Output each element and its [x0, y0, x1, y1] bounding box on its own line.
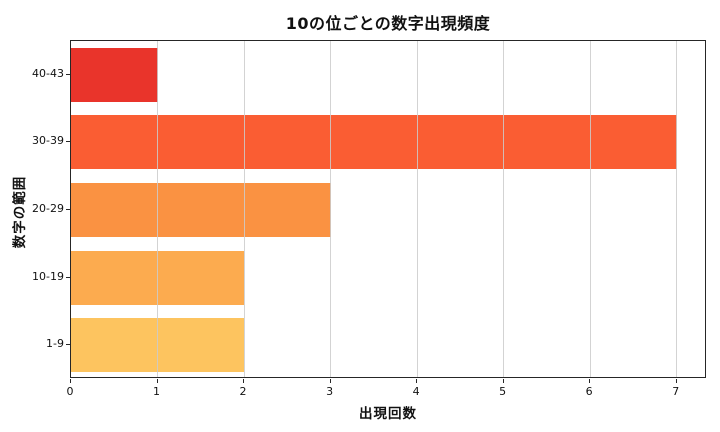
x-axis-label: 出現回数: [359, 406, 417, 422]
y-tick-label-10-19: 10-19: [32, 269, 64, 283]
gridline-x-4: [416, 41, 418, 377]
x-tick-mark-0: [70, 379, 71, 383]
gridline-x-2: [243, 41, 245, 377]
gridline-x-6: [589, 41, 591, 377]
y-tick-label-1-9: 1-9: [46, 337, 64, 351]
y-tick-mark-40-43: [66, 73, 70, 75]
y-tick-mark-30-39: [66, 141, 70, 143]
x-tick-label-6: 6: [585, 385, 593, 398]
gridline-x-1: [157, 41, 159, 377]
x-tick-label-1: 1: [153, 385, 161, 398]
x-tick-label-3: 3: [326, 385, 334, 398]
y-tick-mark-1-9: [66, 344, 70, 346]
x-tick-mark-5: [502, 379, 504, 383]
x-tick-mark-7: [675, 379, 677, 383]
gridline-x-3: [330, 41, 332, 377]
plot-area: [70, 40, 706, 378]
x-tick-mark-6: [589, 379, 591, 383]
y-tick-label-30-39: 30-39: [32, 134, 64, 148]
x-tick-label-0: 0: [66, 385, 74, 398]
x-tick-mark-2: [243, 379, 245, 383]
y-tick-label-40-43: 40-43: [32, 66, 64, 80]
x-tick-label-5: 5: [499, 385, 507, 398]
y-tick-mark-20-29: [66, 209, 70, 210]
bar-20-29: [71, 182, 331, 238]
chart-title: 10の位ごとの数字出現頻度: [285, 14, 491, 33]
x-tick-mark-1: [156, 379, 158, 383]
bar-40-43: [71, 47, 158, 102]
gridline-x-7: [676, 41, 678, 377]
x-tick-mark-3: [329, 379, 331, 383]
x-tick-mark-4: [416, 379, 418, 383]
y-tick-mark-10-19: [66, 276, 70, 278]
x-tick-label-2: 2: [239, 385, 247, 398]
y-tick-label-20-29: 20-29: [32, 202, 64, 215]
y-axis-label: 数字の範囲: [12, 175, 28, 249]
x-tick-label-4: 4: [412, 385, 420, 398]
bar-30-39: [71, 115, 677, 170]
x-tick-label-7: 7: [672, 385, 680, 398]
gridline-x-5: [503, 41, 505, 377]
